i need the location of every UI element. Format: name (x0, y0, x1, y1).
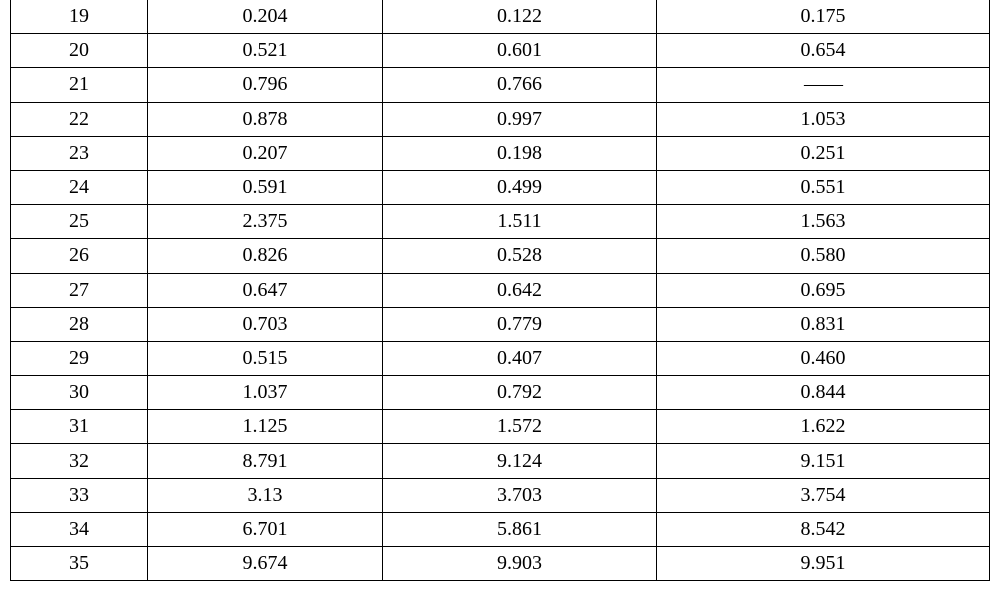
cell: 0.515 (148, 341, 383, 375)
table-row: 20 0.521 0.601 0.654 (11, 34, 990, 68)
cell: 0.580 (657, 239, 990, 273)
cell: 9.903 (383, 547, 657, 581)
cell: 0.407 (383, 341, 657, 375)
cell: 35 (11, 547, 148, 581)
cell: 6.701 (148, 512, 383, 546)
cell-dash: —— (657, 68, 990, 102)
cell: 9.151 (657, 444, 990, 478)
cell: 28 (11, 307, 148, 341)
cell: 19 (11, 0, 148, 34)
cell: 0.591 (148, 170, 383, 204)
cell: 0.878 (148, 102, 383, 136)
table-row: 25 2.375 1.511 1.563 (11, 205, 990, 239)
table-row: 34 6.701 5.861 8.542 (11, 512, 990, 546)
cell: 9.674 (148, 547, 383, 581)
cell: 1.563 (657, 205, 990, 239)
table-row: 35 9.674 9.903 9.951 (11, 547, 990, 581)
cell: 3.754 (657, 478, 990, 512)
table-row: 24 0.591 0.499 0.551 (11, 170, 990, 204)
cell: 25 (11, 205, 148, 239)
cell: 0.844 (657, 376, 990, 410)
cell: 0.528 (383, 239, 657, 273)
table-row: 23 0.207 0.198 0.251 (11, 136, 990, 170)
cell: 34 (11, 512, 148, 546)
cell: 0.642 (383, 273, 657, 307)
cell: 0.654 (657, 34, 990, 68)
cell: 0.460 (657, 341, 990, 375)
cell: 3.13 (148, 478, 383, 512)
table-row: 33 3.13 3.703 3.754 (11, 478, 990, 512)
cell: 0.647 (148, 273, 383, 307)
data-table: 19 0.204 0.122 0.175 20 0.521 0.601 0.65… (10, 0, 990, 581)
cell: 9.124 (383, 444, 657, 478)
cell: 8.791 (148, 444, 383, 478)
cell: 3.703 (383, 478, 657, 512)
cell: 32 (11, 444, 148, 478)
cell: 1.053 (657, 102, 990, 136)
cell: 0.695 (657, 273, 990, 307)
cell: 1.125 (148, 410, 383, 444)
cell: 0.779 (383, 307, 657, 341)
table-row: 30 1.037 0.792 0.844 (11, 376, 990, 410)
cell: 0.499 (383, 170, 657, 204)
cell: 5.861 (383, 512, 657, 546)
cell: 27 (11, 273, 148, 307)
cell: 8.542 (657, 512, 990, 546)
cell: 31 (11, 410, 148, 444)
cell: 20 (11, 34, 148, 68)
cell: 24 (11, 170, 148, 204)
table-row: 19 0.204 0.122 0.175 (11, 0, 990, 34)
cell: 22 (11, 102, 148, 136)
cell: 2.375 (148, 205, 383, 239)
cell: 0.997 (383, 102, 657, 136)
cell: 0.175 (657, 0, 990, 34)
table-row: 31 1.125 1.572 1.622 (11, 410, 990, 444)
cell: 0.831 (657, 307, 990, 341)
cell: 33 (11, 478, 148, 512)
table-row: 27 0.647 0.642 0.695 (11, 273, 990, 307)
cell: 0.792 (383, 376, 657, 410)
cell: 9.951 (657, 547, 990, 581)
cell: 0.796 (148, 68, 383, 102)
cell: 0.703 (148, 307, 383, 341)
table-row: 21 0.796 0.766 —— (11, 68, 990, 102)
cell: 0.251 (657, 136, 990, 170)
cell: 1.037 (148, 376, 383, 410)
table-row: 32 8.791 9.124 9.151 (11, 444, 990, 478)
cell: 0.826 (148, 239, 383, 273)
cell: 1.572 (383, 410, 657, 444)
cell: 0.551 (657, 170, 990, 204)
table-body: 19 0.204 0.122 0.175 20 0.521 0.601 0.65… (11, 0, 990, 581)
table-row: 22 0.878 0.997 1.053 (11, 102, 990, 136)
cell: 0.207 (148, 136, 383, 170)
cell: 30 (11, 376, 148, 410)
cell: 26 (11, 239, 148, 273)
table-row: 28 0.703 0.779 0.831 (11, 307, 990, 341)
cell: 21 (11, 68, 148, 102)
table-row: 29 0.515 0.407 0.460 (11, 341, 990, 375)
cell: 23 (11, 136, 148, 170)
cell: 0.122 (383, 0, 657, 34)
table-container: 19 0.204 0.122 0.175 20 0.521 0.601 0.65… (0, 0, 1000, 605)
cell: 0.766 (383, 68, 657, 102)
cell: 0.521 (148, 34, 383, 68)
cell: 1.622 (657, 410, 990, 444)
cell: 0.198 (383, 136, 657, 170)
cell: 0.601 (383, 34, 657, 68)
cell: 29 (11, 341, 148, 375)
cell: 0.204 (148, 0, 383, 34)
table-row: 26 0.826 0.528 0.580 (11, 239, 990, 273)
cell: 1.511 (383, 205, 657, 239)
